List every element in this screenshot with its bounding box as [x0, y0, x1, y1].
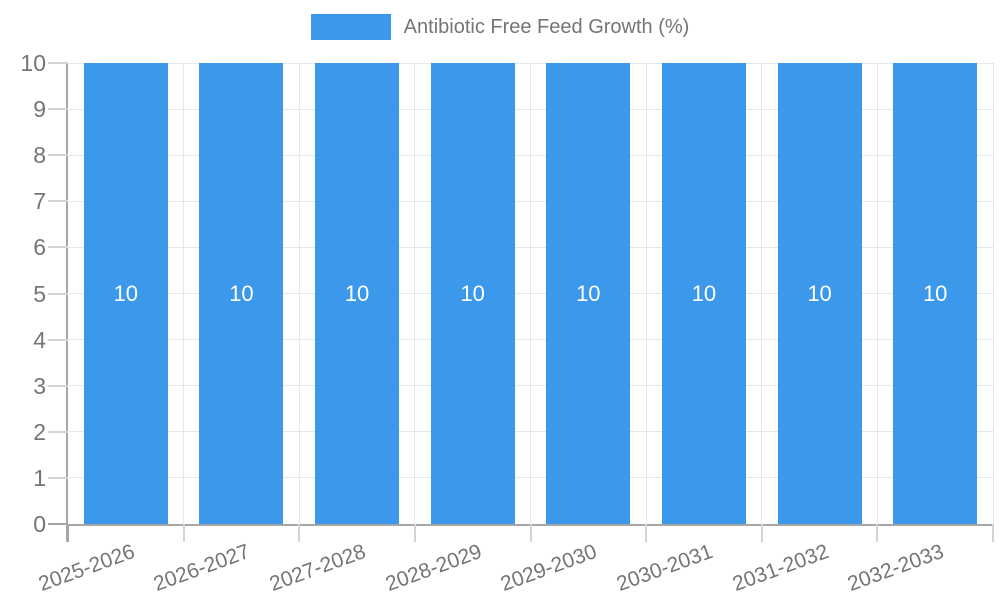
y-axis-tick [48, 108, 68, 111]
x-axis-tick [529, 524, 532, 542]
y-axis-tick [48, 523, 68, 525]
y-axis-tick [48, 338, 68, 341]
y-axis-tick-label: 2 [33, 418, 46, 445]
x-axis-tick [413, 524, 416, 542]
y-axis-tick-label: 6 [33, 234, 46, 261]
bar-value-label: 10 [229, 280, 254, 306]
bar[interactable]: 10 [777, 63, 862, 524]
bar[interactable]: 10 [893, 63, 978, 524]
bar-value-label: 10 [807, 280, 832, 306]
x-axis-tick [760, 524, 763, 542]
y-axis-tick [48, 62, 68, 64]
bar[interactable]: 10 [83, 63, 168, 524]
y-axis-line [66, 63, 68, 542]
y-axis-tick-label: 5 [33, 280, 46, 307]
x-axis-tick [992, 524, 994, 542]
y-axis-tick-label: 9 [33, 96, 46, 123]
bar-value-label: 10 [691, 280, 717, 306]
gridline-vertical [414, 63, 416, 524]
bar[interactable]: 10 [661, 63, 746, 524]
chart-legend: Antibiotic Free Feed Growth (%) [0, 14, 1000, 40]
bar-value-label: 10 [113, 280, 139, 306]
y-axis-tick-label: 0 [33, 511, 46, 537]
y-axis-tick-label: 3 [33, 372, 46, 399]
x-axis-tick [182, 524, 185, 542]
y-axis-tick-label: 1 [33, 464, 46, 491]
bar-value-label: 10 [460, 280, 485, 306]
y-axis-tick [48, 476, 68, 479]
y-axis-tick [48, 246, 68, 249]
bar[interactable]: 10 [199, 63, 284, 524]
gridline-vertical [761, 63, 763, 524]
bar[interactable]: 10 [546, 63, 631, 524]
gridline-vertical [530, 63, 531, 524]
bar-value-label: 10 [922, 280, 948, 306]
x-axis-tick [876, 524, 879, 542]
gridline-vertical [876, 63, 878, 524]
gridline-vertical [183, 63, 185, 524]
y-axis-tick-label: 4 [33, 326, 46, 353]
bar[interactable]: 10 [315, 63, 400, 524]
bar[interactable]: 10 [430, 63, 515, 524]
legend-label: Antibiotic Free Feed Growth (%) [403, 15, 690, 38]
x-axis-tick [645, 524, 648, 542]
gridline-vertical [645, 63, 647, 524]
bar-value-label: 10 [576, 280, 601, 306]
y-axis-tick [48, 430, 68, 433]
y-axis-tick [48, 200, 68, 203]
x-axis-tick [298, 524, 301, 542]
bar-value-label: 10 [344, 280, 370, 306]
y-axis-tick [48, 384, 68, 387]
y-axis-tick-label: 10 [20, 50, 46, 76]
legend-swatch-icon [310, 14, 391, 40]
y-axis-tick [48, 292, 68, 295]
x-axis-tick [67, 524, 69, 542]
gridline-vertical [992, 63, 994, 524]
y-axis-tick-label: 8 [33, 142, 46, 169]
y-axis-tick [48, 154, 68, 157]
y-axis-tick-label: 7 [33, 188, 46, 215]
plot-area: 10 10 10 10 10 10 10 10 [66, 62, 994, 542]
gridline-vertical [298, 63, 300, 524]
